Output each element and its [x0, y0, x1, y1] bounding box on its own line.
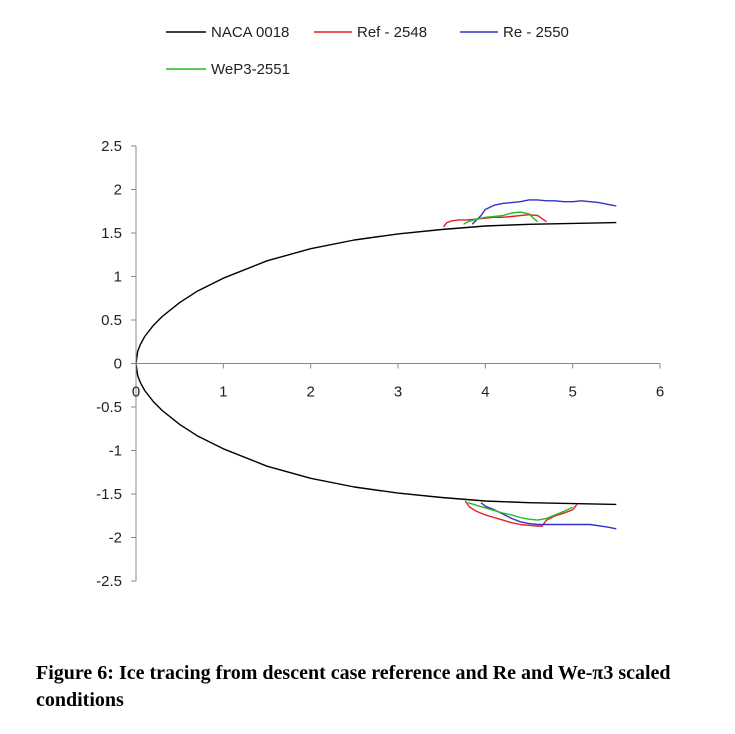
- y-tick-label: -2.5: [96, 573, 122, 590]
- legend: NACA 0018 Ref - 2548 Re - 2550 WeP3-2551: [166, 24, 569, 78]
- y-tick-label: 0.5: [101, 312, 122, 329]
- series-line-2-1: [480, 502, 617, 530]
- axes: 2.5 2 1.5 1 0.5 0 -0.5 -1 -1.5 -2 -2.5 0 1 2 3 4 5 6: [96, 138, 664, 590]
- series-2: [471, 199, 617, 530]
- x-tick-label: 1: [219, 384, 227, 401]
- legend-item-2: Re - 2550: [460, 24, 569, 41]
- y-tick-label: 1: [114, 269, 122, 286]
- y-tick-label: 1.5: [101, 225, 122, 242]
- x-tick-label: 3: [394, 384, 402, 401]
- legend-item-0: NACA 0018: [166, 24, 289, 41]
- series-line-3-1: [467, 502, 574, 521]
- y-tick-label: -1.5: [96, 486, 122, 503]
- x-tick-label: 2: [306, 384, 314, 401]
- series-1: [442, 214, 578, 527]
- y-tick-label: 2.5: [101, 138, 122, 155]
- series-line-3-0: [463, 211, 539, 225]
- series-3: [463, 211, 574, 521]
- series-line-2-0: [471, 199, 617, 225]
- legend-label: NACA 0018: [211, 24, 289, 41]
- x-tick-label: 0: [132, 384, 140, 401]
- x-tick-label: 6: [656, 384, 664, 401]
- figure-caption: Figure 6: Ice tracing from descent case …: [36, 662, 671, 711]
- x-tick-label: 5: [568, 384, 576, 401]
- legend-label: Re - 2550: [503, 24, 569, 41]
- legend-item-1: Ref - 2548: [314, 24, 427, 41]
- y-tick-label: -2: [109, 530, 122, 547]
- y-tick-label: -0.5: [96, 399, 122, 416]
- series-line-1-1: [464, 500, 578, 527]
- legend-label: Ref - 2548: [357, 24, 427, 41]
- legend-label: WeP3-2551: [211, 61, 290, 78]
- y-tick-label: -1: [109, 443, 122, 460]
- x-tick-label: 4: [481, 384, 489, 401]
- legend-item-3: WeP3-2551: [166, 61, 290, 78]
- series-line-1-0: [442, 214, 547, 228]
- y-tick-label: 0: [114, 356, 122, 373]
- plot-area: [135, 199, 617, 530]
- ice-tracing-chart: NACA 0018 Ref - 2548 Re - 2550 WeP3-2551 2.…: [96, 24, 664, 590]
- y-tick-label: 2: [114, 182, 122, 199]
